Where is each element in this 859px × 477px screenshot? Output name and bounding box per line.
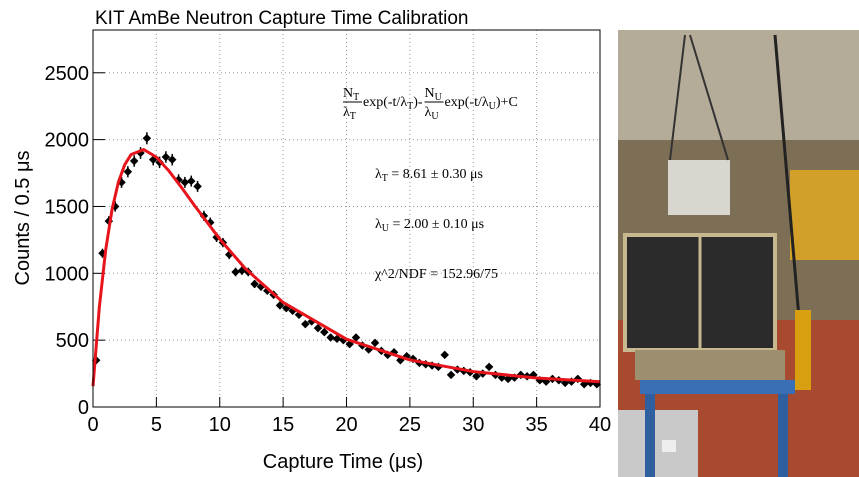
- formula-body: exp(-t/λT)-: [363, 95, 423, 112]
- photo-table-leg: [645, 394, 655, 477]
- frame: [92, 29, 601, 408]
- photo-table-leg: [778, 394, 788, 477]
- data-point: [472, 372, 481, 381]
- formula-part: U: [431, 111, 439, 122]
- formula-part: exp(-t/λ: [363, 95, 407, 110]
- photo-cable: [773, 34, 802, 331]
- formula-part: )+C: [496, 95, 518, 110]
- formula-part: N: [343, 86, 353, 101]
- x-tick-label: 10: [209, 414, 231, 436]
- formula-body: exp(-t/λU)+C: [445, 95, 518, 112]
- x-tick-label: 20: [335, 414, 357, 436]
- data-point: [332, 334, 342, 344]
- data-point: [129, 156, 139, 166]
- photo-cable: [689, 34, 729, 161]
- y-tick-label: 0: [78, 397, 89, 419]
- x-tick-label: 0: [87, 414, 98, 436]
- data-point: [193, 182, 202, 191]
- formula-part: U: [435, 92, 443, 103]
- photo: [618, 30, 859, 477]
- formula-part: )-: [413, 95, 423, 110]
- photo-table-top: [640, 380, 795, 394]
- formula-denominator: λT: [343, 105, 356, 122]
- formula-part: T: [353, 92, 359, 103]
- photo-device: [662, 440, 676, 452]
- formula-part: U: [382, 223, 390, 234]
- data-point: [351, 333, 361, 342]
- x-tick-label: 15: [272, 414, 294, 436]
- data-point: [440, 350, 449, 360]
- y-tick-label: 1000: [45, 263, 90, 285]
- formula-part: λ: [425, 105, 432, 120]
- x-axis-label: Capture Time (μs): [263, 451, 423, 473]
- formula-part: U: [489, 101, 497, 112]
- formula-part: = 2.00 ± 0.10 μs: [389, 217, 484, 232]
- formula-part: T: [382, 173, 388, 184]
- x-tick-label: 5: [151, 414, 162, 436]
- y-tick-label: 500: [56, 330, 89, 352]
- photo-pendant: [795, 310, 811, 390]
- y-axis-label: Counts / 0.5 μs: [12, 151, 34, 286]
- data-point: [301, 319, 310, 329]
- formula-part: exp(-t/λ: [445, 95, 489, 110]
- data-point: [123, 167, 133, 176]
- formula-part: T: [350, 111, 356, 122]
- data-point: [370, 338, 380, 348]
- formula-part: χ^2/NDF = 152.96/75: [374, 267, 498, 282]
- photo-tile: [618, 410, 698, 477]
- x-tick-label: 25: [399, 414, 421, 436]
- x-tick-label: 35: [526, 414, 548, 436]
- photo-beams: [790, 170, 859, 260]
- data-point: [180, 178, 190, 187]
- data-point: [161, 152, 171, 162]
- formula-numerator: NU: [425, 86, 443, 103]
- formula-denominator: λU: [425, 105, 440, 122]
- photo-ceiling: [618, 30, 859, 140]
- data-point: [446, 370, 456, 380]
- x-tick-label: 40: [589, 414, 611, 436]
- data-point: [231, 267, 240, 277]
- data-point: [167, 155, 177, 164]
- formula-numerator: NT: [343, 86, 359, 103]
- data-point: [484, 362, 494, 372]
- fit-parameter: λT = 8.61 ± 0.30 μs: [375, 167, 483, 184]
- fit-curve: [91, 147, 601, 387]
- y-tick-label: 2000: [45, 130, 90, 152]
- y-tick-label: 1500: [45, 196, 90, 218]
- data-point: [250, 279, 259, 289]
- formula-part: = 8.61 ± 0.30 μs: [388, 167, 483, 182]
- fit-parameter: λU = 2.00 ± 0.10 μs: [375, 217, 484, 234]
- data-point: [320, 327, 329, 337]
- data-point: [186, 176, 196, 186]
- formula-part: λ: [375, 167, 382, 182]
- chart-title: KIT AmBe Neutron Capture Time Calibratio…: [95, 8, 469, 29]
- photo-base: [635, 350, 785, 380]
- formula-part: λ: [375, 217, 382, 232]
- formula-part: λ: [343, 105, 350, 120]
- photo-cable: [669, 34, 686, 161]
- formula-part: N: [425, 86, 435, 101]
- x-tick-label: 30: [462, 414, 484, 436]
- y-tick-label: 2500: [45, 63, 90, 85]
- data-point: [142, 134, 152, 143]
- fit-parameter: χ^2/NDF = 152.96/75: [374, 267, 498, 282]
- data-point: [326, 333, 335, 342]
- formula-part: T: [407, 101, 413, 112]
- data-point: [313, 323, 323, 333]
- photo-box: [668, 160, 730, 215]
